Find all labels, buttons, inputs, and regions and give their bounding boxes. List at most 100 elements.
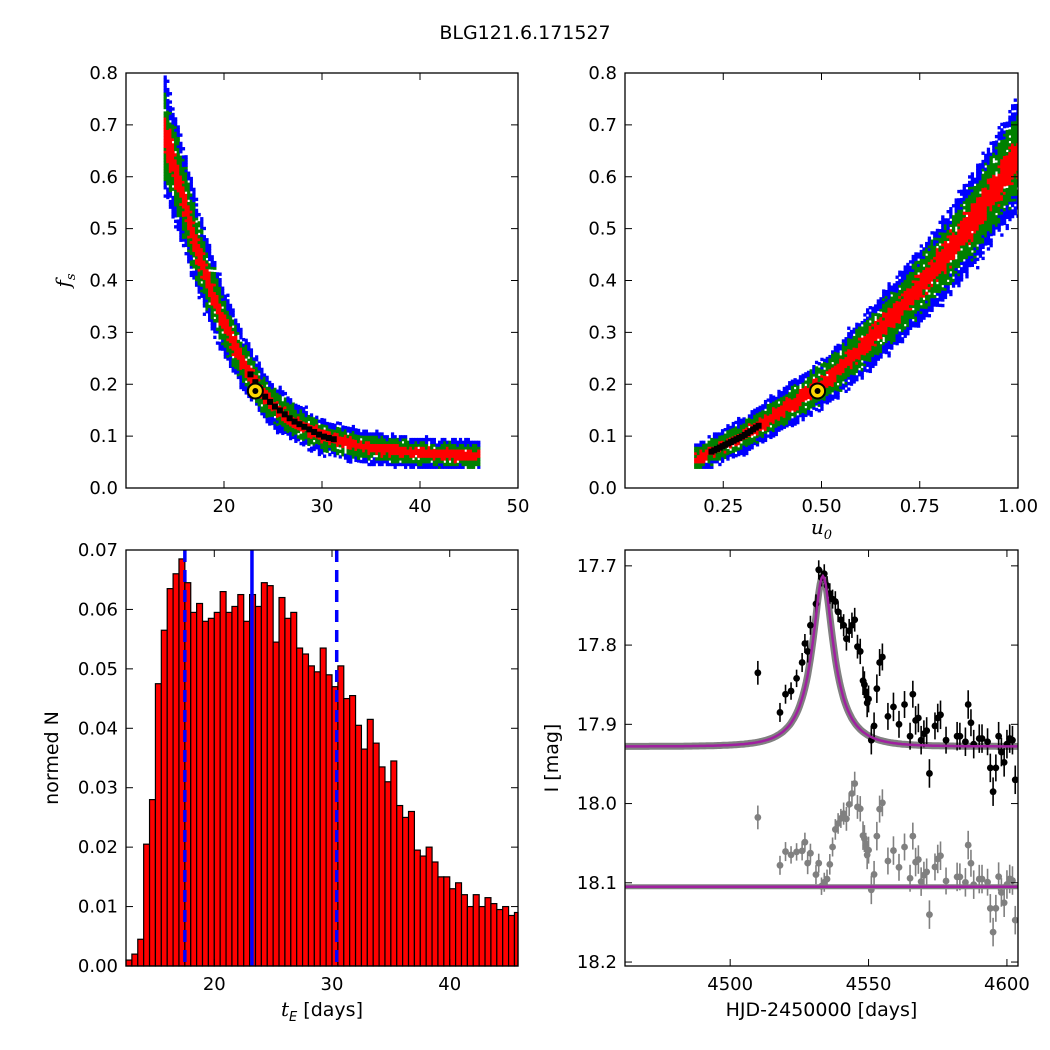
density-cell xyxy=(970,247,974,251)
density-cell xyxy=(1010,120,1015,125)
density-cell xyxy=(890,340,894,345)
density-cell xyxy=(375,437,379,442)
density-cell xyxy=(323,443,327,447)
density-cell xyxy=(852,374,856,379)
density-cell xyxy=(943,232,948,236)
density-cell xyxy=(809,380,813,384)
density-cell xyxy=(1005,163,1009,167)
density-cell xyxy=(780,410,784,414)
density-cell xyxy=(390,440,395,445)
best-fit-center xyxy=(252,387,259,394)
density-cell xyxy=(914,304,918,309)
density-cell xyxy=(181,155,186,159)
y-tick-label: 0.03 xyxy=(78,778,118,799)
density-cell xyxy=(968,211,972,215)
density-cell xyxy=(984,236,988,241)
density-cell xyxy=(451,457,455,461)
density-cell xyxy=(968,194,972,199)
density-cell xyxy=(215,310,220,315)
density-cell xyxy=(1016,142,1018,146)
x-tick-label: 20 xyxy=(203,974,226,995)
density-cell xyxy=(179,230,183,234)
density-cell xyxy=(785,421,789,425)
density-cell xyxy=(965,247,969,251)
density-cell xyxy=(338,433,342,437)
density-cell xyxy=(359,432,363,436)
density-cell xyxy=(739,426,744,431)
density-cell xyxy=(456,454,460,458)
density-cell xyxy=(814,377,819,381)
data-point xyxy=(978,735,986,742)
hist-bar xyxy=(225,611,233,967)
density-cell xyxy=(852,358,856,362)
density-cell xyxy=(304,435,308,440)
density-cell xyxy=(865,335,870,340)
density-cell xyxy=(440,451,444,456)
density-cell xyxy=(874,332,878,336)
density-cell xyxy=(957,256,961,260)
density-cell xyxy=(409,440,413,445)
density-cell xyxy=(951,267,956,272)
density-cell xyxy=(320,445,324,449)
density-cell xyxy=(213,260,217,265)
density-cell xyxy=(249,353,254,358)
density-cell xyxy=(367,462,371,467)
figure-title: BLG121.6.171527 xyxy=(439,22,611,44)
density-cell xyxy=(731,449,735,453)
density-cell xyxy=(281,404,285,408)
density-cell xyxy=(986,169,991,174)
density-cell xyxy=(788,405,792,410)
density-cell xyxy=(766,420,770,424)
density-cell xyxy=(981,173,985,178)
density-cell xyxy=(906,301,910,305)
density-cell xyxy=(957,239,961,244)
density-cell xyxy=(1000,166,1004,171)
density-cell xyxy=(299,405,303,410)
density-cell xyxy=(922,305,926,309)
density-cell xyxy=(949,229,953,233)
density-cell xyxy=(951,237,956,241)
density-cell xyxy=(745,418,749,422)
density-cell xyxy=(898,292,902,297)
density-cell xyxy=(911,321,915,325)
density-cell xyxy=(836,352,840,356)
density-cell xyxy=(804,372,808,376)
density-cell xyxy=(208,257,212,262)
density-cell xyxy=(892,308,897,312)
residual-point xyxy=(804,859,812,867)
density-cell xyxy=(798,394,803,398)
density-cell xyxy=(171,121,175,125)
density-cell xyxy=(984,186,988,191)
density-cell xyxy=(766,426,770,430)
density-cell xyxy=(994,226,999,230)
density-cell xyxy=(788,411,792,415)
density-cell xyxy=(780,393,784,398)
density-cell xyxy=(1010,131,1015,136)
density-cell xyxy=(927,278,932,282)
density-cell xyxy=(226,310,230,314)
density-cell xyxy=(385,462,389,467)
density-cell xyxy=(215,291,220,295)
hist-bar xyxy=(502,905,510,967)
density-cell xyxy=(900,326,905,330)
panel-fs-vs-te: 20 30 40 500.00.10.20.30.40.50.60.70.8fs xyxy=(51,63,529,517)
density-cell xyxy=(874,351,878,355)
density-cell xyxy=(291,413,295,417)
density-cell xyxy=(323,454,327,458)
density-cell xyxy=(812,378,816,383)
density-cell xyxy=(1000,155,1004,160)
density-cell xyxy=(241,382,246,386)
density-cell xyxy=(755,443,760,447)
density-cell xyxy=(704,462,709,467)
density-cell xyxy=(976,169,980,173)
density-cell xyxy=(761,437,765,441)
residual-point xyxy=(956,873,964,881)
density-cell xyxy=(825,389,829,394)
density-cell xyxy=(900,279,905,283)
density-cell xyxy=(943,251,948,255)
density-cell xyxy=(895,297,899,302)
density-cell xyxy=(922,250,926,254)
density-cell xyxy=(943,262,948,266)
density-cell xyxy=(234,346,238,350)
density-cell xyxy=(852,327,856,332)
